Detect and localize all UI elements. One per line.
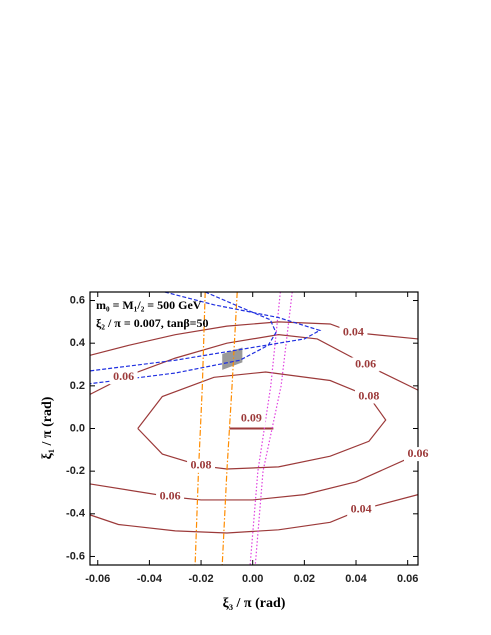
constraint-curve	[254, 291, 293, 566]
contour-label-bg	[404, 447, 432, 462]
y-tick-label: 0.6	[70, 294, 85, 306]
contour-label: 0.08	[358, 388, 379, 402]
contour-label-bg	[237, 411, 266, 426]
contour-label-bg	[187, 458, 216, 473]
contour-label: 0.06	[113, 369, 134, 383]
x-tick-label: 0.02	[294, 573, 315, 585]
y-tick-label: -0.2	[66, 465, 85, 477]
constraint-curve	[249, 291, 281, 566]
y-tick-label: 0.0	[70, 422, 85, 434]
constraint-curve	[194, 291, 206, 566]
y-tick-label: 0.4	[70, 337, 86, 349]
contour-label-bg	[351, 357, 380, 372]
annotation: m₀ = M₁/₂ = 500 GeV	[96, 298, 202, 312]
x-tick-label: 0.06	[397, 573, 418, 585]
x-axis-label: ξ₃ / π (rad)	[223, 596, 286, 611]
x-tick-label: -0.02	[189, 573, 214, 585]
contour-label: 0.09	[241, 410, 262, 424]
contour-label-bg	[339, 325, 368, 340]
contour-label-bg	[109, 370, 138, 385]
contour-label: 0.04	[343, 324, 364, 338]
contour-label-bg	[354, 389, 383, 404]
contour-label: 0.06	[408, 446, 429, 460]
contour-label-bg	[156, 489, 185, 504]
x-tick-label: -0.06	[85, 573, 110, 585]
contour-label: 0.04	[351, 501, 372, 515]
constraint-curve	[221, 291, 238, 566]
contour-label-bg	[347, 502, 376, 517]
y-tick-label: -0.4	[66, 508, 86, 520]
y-tick-label: 0.2	[70, 380, 85, 392]
annotation: ξ₂ / π = 0.007, tanβ=50	[96, 316, 209, 330]
y-tick-label: -0.6	[66, 550, 85, 562]
contour-line	[89, 453, 419, 501]
contour-label: 0.06	[160, 489, 181, 503]
constraint-curve	[89, 291, 277, 385]
contour-label: 0.06	[355, 356, 376, 370]
x-tick-label: 0.00	[242, 573, 263, 585]
y-axis-label: ξ₁ / π (rad)	[40, 396, 55, 459]
constraint-curve	[89, 291, 322, 372]
x-tick-label: -0.04	[137, 573, 163, 585]
x-tick-label: 0.04	[345, 573, 367, 585]
contour-label: 0.08	[191, 458, 212, 472]
region	[222, 347, 243, 370]
